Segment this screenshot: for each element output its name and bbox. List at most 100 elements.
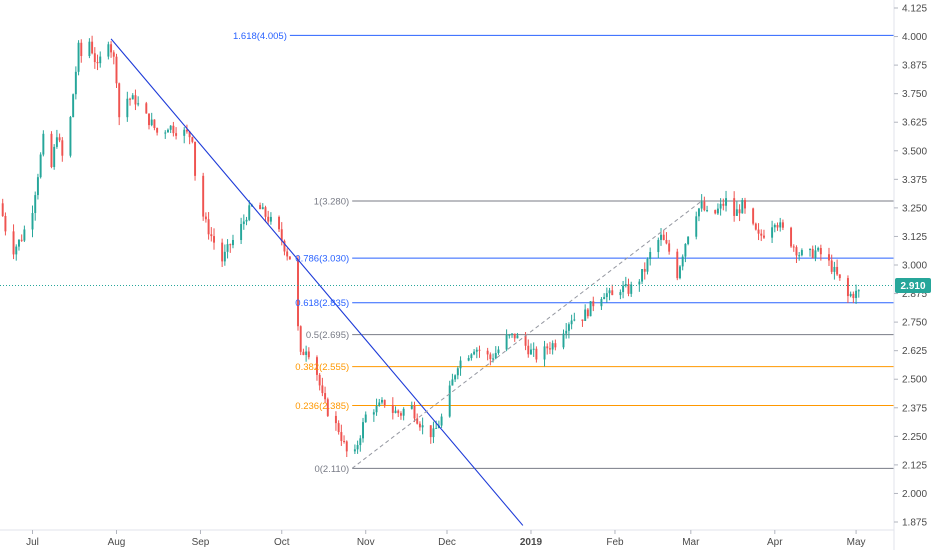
candle-body bbox=[4, 215, 7, 232]
candle-body bbox=[164, 132, 167, 134]
candle-body bbox=[261, 207, 264, 210]
candle-body bbox=[646, 258, 649, 272]
price-tick-label: 2.875 bbox=[902, 289, 927, 300]
price-tick-label: 3.125 bbox=[902, 232, 927, 243]
candle-body bbox=[662, 234, 665, 241]
candle-body bbox=[50, 133, 53, 167]
candle-body bbox=[378, 402, 381, 407]
candle-body bbox=[467, 358, 470, 361]
candle-body bbox=[584, 309, 587, 321]
candle-body bbox=[638, 281, 641, 285]
candle-body bbox=[586, 309, 589, 317]
candle-body bbox=[475, 349, 478, 352]
candle-body bbox=[524, 335, 527, 346]
candle-body bbox=[486, 350, 489, 355]
candle-body bbox=[245, 219, 248, 222]
candle-body bbox=[307, 351, 310, 358]
time-axis[interactable]: Jul Aug Sep Oct Nov Dec 2019 Feb Mar Apr May bbox=[26, 530, 866, 548]
candle-body bbox=[118, 83, 121, 118]
candle-body bbox=[781, 222, 784, 228]
candle-body bbox=[34, 195, 37, 214]
candle-body bbox=[611, 290, 614, 296]
candle-body bbox=[719, 203, 722, 209]
candle-body bbox=[665, 240, 668, 244]
candle-body bbox=[828, 254, 830, 261]
candle-body bbox=[716, 208, 719, 214]
time-tick-label: Oct bbox=[274, 537, 290, 548]
candle-body bbox=[681, 256, 684, 267]
candle-body bbox=[131, 95, 134, 100]
candle-body bbox=[456, 368, 459, 376]
price-tick-label: 3.500 bbox=[902, 146, 927, 157]
time-tick-label: Mar bbox=[682, 537, 700, 548]
candle-body bbox=[741, 200, 744, 214]
price-tick-label: 3.375 bbox=[902, 175, 927, 186]
candle-body bbox=[846, 278, 849, 297]
candle-body bbox=[302, 351, 305, 355]
candle-body bbox=[833, 266, 836, 272]
candle-body bbox=[129, 98, 132, 100]
candle-body bbox=[204, 216, 207, 220]
candle-body bbox=[527, 345, 530, 355]
fib-labels: 1.618(4.005) 1(3.280) 0.786(3.030) 0.618(2.… bbox=[233, 31, 349, 475]
price-tick-label: 3.625 bbox=[902, 118, 927, 129]
candle-body bbox=[790, 227, 793, 247]
candle-body bbox=[809, 248, 811, 251]
candle-body bbox=[297, 259, 299, 327]
price-tick-label: 3.250 bbox=[902, 203, 927, 214]
candle-body bbox=[242, 221, 245, 225]
candle-body bbox=[207, 219, 210, 235]
downtrend-line[interactable] bbox=[110, 38, 524, 526]
time-tick-label: May bbox=[847, 537, 866, 548]
candle-body bbox=[703, 201, 706, 211]
time-tick-label: Aug bbox=[108, 537, 126, 548]
candle-body bbox=[264, 207, 267, 217]
price-tick-label: 4.000 bbox=[902, 32, 927, 43]
candle-body bbox=[676, 251, 679, 279]
candle-body bbox=[554, 343, 557, 348]
candle-body bbox=[232, 240, 234, 246]
candle-body bbox=[31, 213, 34, 230]
fib-level-label: 0.786(3.030) bbox=[295, 254, 349, 265]
candle-body bbox=[733, 198, 736, 216]
price-axis[interactable]: 4.125 4.000 3.875 3.750 3.625 3.500 3.375 3.250… bbox=[894, 3, 927, 529]
candle-body bbox=[23, 229, 26, 241]
candle-body bbox=[565, 330, 568, 334]
candles bbox=[1, 35, 860, 458]
candle-body bbox=[581, 319, 584, 321]
fib-levels[interactable] bbox=[289, 34, 894, 469]
candle-body bbox=[77, 42, 80, 72]
candle-body bbox=[684, 243, 687, 257]
candle-body bbox=[744, 200, 746, 209]
candle-body bbox=[397, 410, 400, 414]
candle-body bbox=[600, 299, 603, 307]
candle-body bbox=[334, 415, 337, 424]
candle-body bbox=[72, 94, 75, 118]
candle-body bbox=[359, 438, 362, 446]
candle-body bbox=[855, 290, 858, 299]
candle-body bbox=[771, 227, 774, 238]
fib-anchor-line[interactable] bbox=[351, 200, 702, 469]
candle-body bbox=[20, 239, 23, 241]
candle-body bbox=[454, 375, 457, 380]
candle-body bbox=[811, 248, 814, 258]
drawings[interactable] bbox=[110, 38, 702, 526]
candle-body bbox=[603, 297, 606, 300]
candle-body bbox=[416, 418, 419, 424]
candle-body bbox=[107, 44, 110, 57]
candle-body bbox=[722, 203, 725, 206]
candle-body bbox=[343, 440, 346, 442]
candle-body bbox=[421, 425, 424, 428]
candle-body bbox=[478, 349, 481, 351]
candle-body bbox=[55, 137, 58, 147]
candle-body bbox=[169, 125, 172, 130]
fib-level-label: 0.5(2.695) bbox=[306, 330, 349, 341]
candle-body bbox=[53, 146, 56, 167]
candle-body bbox=[110, 44, 113, 53]
candle-body bbox=[762, 235, 765, 238]
candle-body bbox=[353, 449, 356, 452]
time-tick-label: Nov bbox=[357, 537, 375, 548]
candle-body bbox=[99, 56, 102, 64]
candle-body bbox=[112, 52, 115, 57]
